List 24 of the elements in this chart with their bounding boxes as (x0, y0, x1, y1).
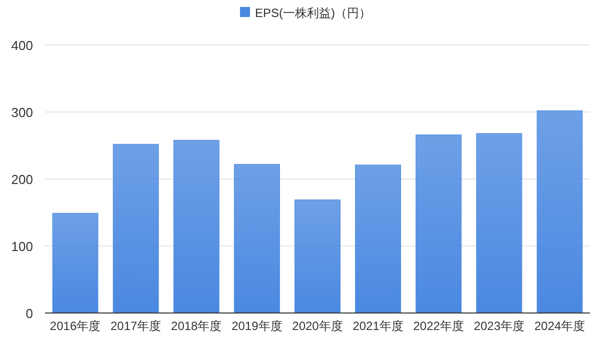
x-tick-label: 2018年度 (171, 319, 222, 333)
bar (355, 164, 402, 314)
bar (234, 164, 280, 314)
y-tick-label: 200 (11, 172, 33, 187)
x-tick-label: 2016年度 (50, 319, 101, 333)
x-tick-label: 2017年度 (110, 319, 162, 333)
x-tick-label: 2019年度 (232, 319, 282, 333)
x-tick-label: 2022年度 (413, 319, 464, 333)
y-tick-label: 400 (11, 38, 33, 53)
y-tick-label: 300 (11, 105, 33, 120)
legend-label: EPS(一株利益)（円） (255, 6, 372, 20)
x-tick-label: 2023年度 (474, 319, 525, 333)
x-tick-label: 2024年度 (534, 319, 586, 333)
bar (536, 110, 583, 314)
x-tick-label: 2020年度 (292, 319, 343, 333)
bar (294, 200, 340, 314)
bar (476, 133, 522, 314)
y-tick-label: 100 (11, 239, 33, 254)
bar (52, 212, 98, 314)
bar (416, 134, 462, 314)
bar (112, 144, 159, 314)
x-tick-label: 2021年度 (352, 319, 404, 333)
y-tick-label: 0 (26, 306, 33, 321)
bar (173, 140, 220, 314)
